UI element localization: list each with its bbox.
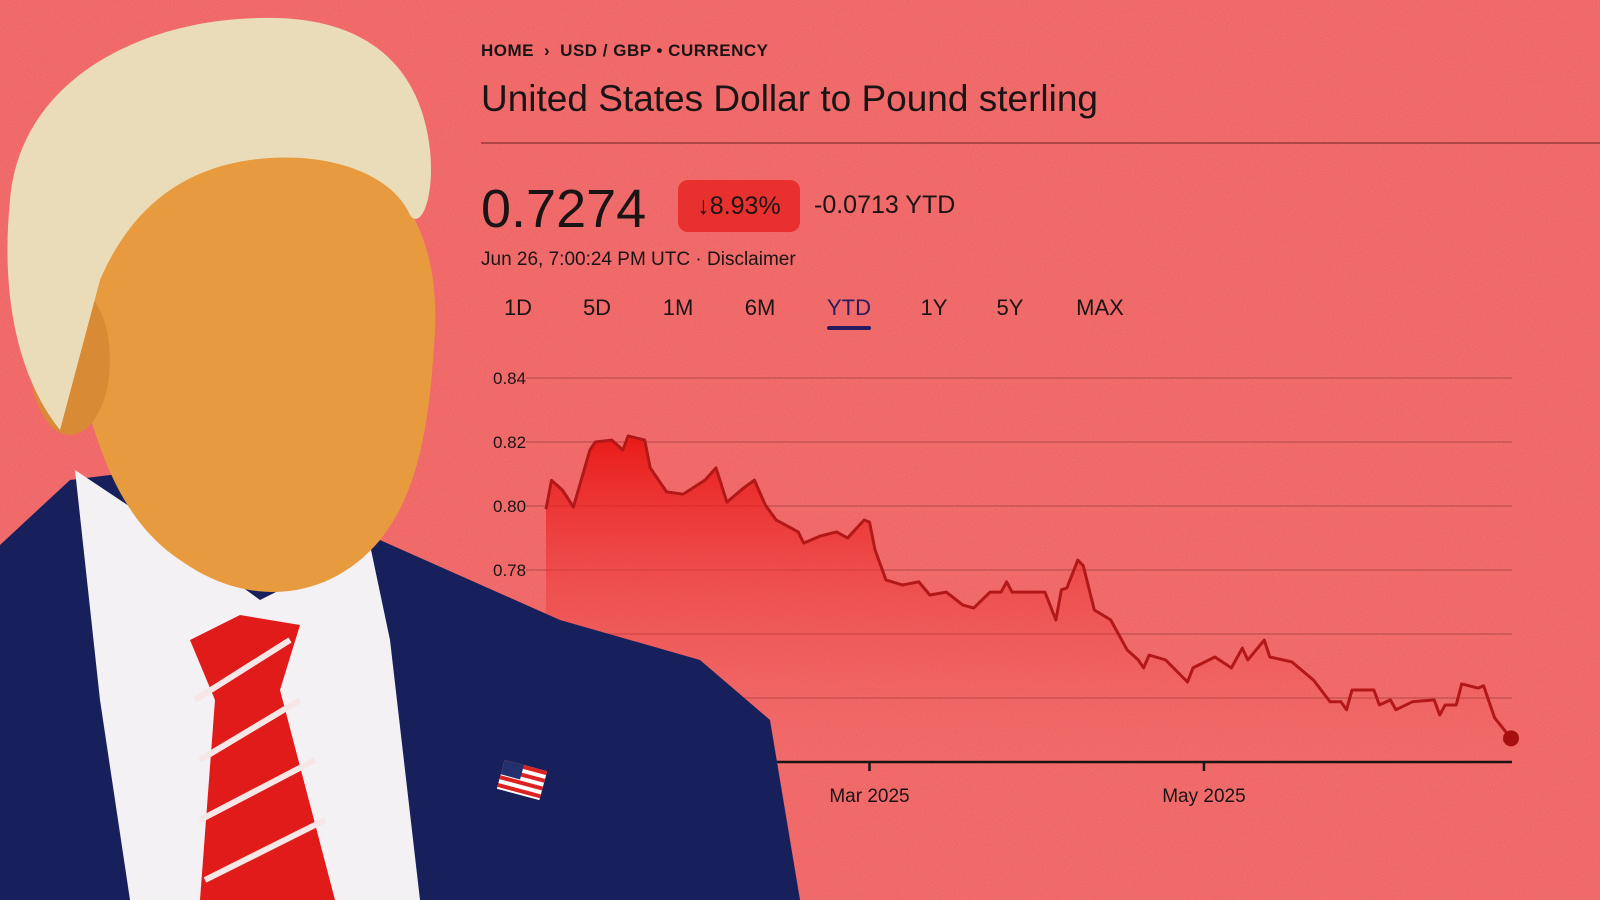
tab-5y[interactable]: 5Y: [996, 295, 1024, 320]
tab-1d[interactable]: 1D: [503, 295, 533, 320]
price-line: [544, 434, 1513, 740]
current-price: 0.7274: [481, 179, 647, 239]
tab-1m[interactable]: 1M: [662, 295, 694, 320]
tab-6m[interactable]: 6M: [744, 295, 776, 320]
end-point-marker: [1503, 730, 1519, 747]
y-tick-label: 0.78: [493, 561, 526, 580]
arrow-down-icon: ↓: [697, 191, 710, 220]
breadcrumb-home[interactable]: HOME: [481, 41, 534, 60]
timestamp: Jun 26, 7:00:24 PM UTC: [481, 249, 691, 270]
divider: [481, 142, 1600, 144]
page-title: United States Dollar to Pound sterling: [481, 78, 1099, 119]
tab-5d[interactable]: 5D: [582, 295, 612, 320]
x-tick-label: May 2025: [1162, 786, 1245, 807]
flag-pin: [496, 759, 548, 801]
timestamp-line: Jun 26, 7:00:24 PM UTC · Disclaimer: [481, 249, 796, 271]
tie-stripes: [193, 637, 327, 883]
tab-ytd[interactable]: YTD: [827, 295, 871, 330]
y-tick-label: 0.82: [493, 433, 526, 452]
face: [79, 140, 436, 593]
breadcrumb-current: USD / GBP • CURRENCY: [560, 41, 769, 60]
change-percent-badge: ↓ 8.93%: [678, 180, 800, 232]
tab-1y[interactable]: 1Y: [920, 295, 948, 320]
change-percent: 8.93%: [709, 191, 781, 220]
x-tick-label: Mar 2025: [829, 786, 909, 807]
separator: ·: [695, 249, 702, 270]
disclaimer-link[interactable]: Disclaimer: [707, 249, 796, 270]
price-area: [546, 435, 1511, 762]
y-tick-label: 0.84: [493, 369, 526, 388]
tie: [190, 615, 335, 900]
y-tick-label: 0.80: [493, 497, 526, 516]
change-absolute: -0.0713 YTD: [814, 191, 956, 219]
chevron-right-icon: ›: [544, 41, 551, 60]
breadcrumb: HOME › USD / GBP • CURRENCY: [481, 41, 769, 61]
hair: [7, 17, 431, 430]
tab-max[interactable]: MAX: [1076, 295, 1124, 320]
